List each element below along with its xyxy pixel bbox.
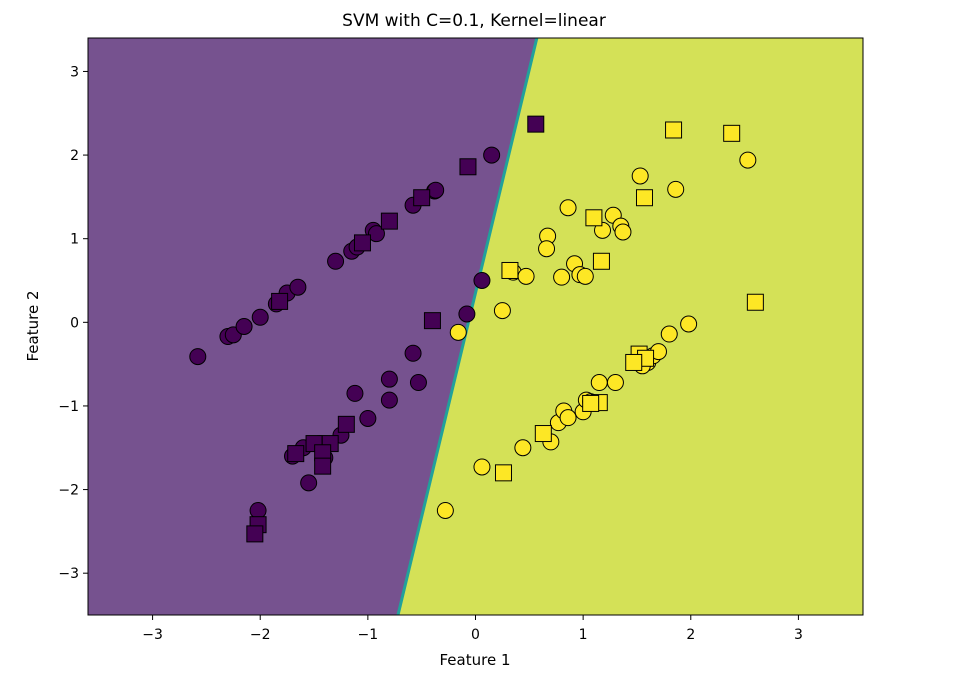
class-1-circle-point bbox=[576, 267, 594, 285]
class-1-circle-point bbox=[739, 151, 757, 169]
class-1-region bbox=[398, 38, 863, 615]
class-1-square-point bbox=[494, 464, 512, 482]
class-1-circle-point bbox=[517, 267, 535, 285]
class-0-square-point bbox=[413, 189, 431, 207]
class-1-circle-point bbox=[667, 180, 685, 198]
class-0-circle-point bbox=[289, 278, 307, 296]
chart-title: SVM with C=0.1, Kernel=linear bbox=[342, 11, 606, 31]
class-0-circle-point bbox=[346, 384, 364, 402]
class-1-circle-point bbox=[449, 323, 467, 341]
class-0-circle-point bbox=[249, 501, 267, 519]
class-0-square-point bbox=[314, 457, 332, 475]
y-tick-label: 1 bbox=[70, 232, 79, 248]
y-tick-label: −3 bbox=[58, 566, 79, 582]
y-axis-label: Feature 2 bbox=[24, 291, 42, 362]
class-1-circle-point bbox=[680, 315, 698, 333]
class-1-circle-point bbox=[590, 374, 608, 392]
x-tick-label: −2 bbox=[250, 627, 271, 643]
class-0-square-point bbox=[459, 158, 477, 176]
class-0-region bbox=[88, 38, 537, 615]
class-1-square-point bbox=[585, 209, 603, 227]
class-1-square-point bbox=[625, 353, 643, 371]
class-0-square-point bbox=[271, 292, 289, 310]
y-tick-label: −1 bbox=[58, 399, 79, 415]
class-1-square-point bbox=[723, 124, 741, 142]
class-0-circle-point bbox=[404, 344, 422, 362]
class-0-circle-point bbox=[300, 474, 318, 492]
class-0-circle-point bbox=[409, 374, 427, 392]
x-tick-label: 3 bbox=[794, 627, 803, 643]
class-1-circle-point bbox=[493, 302, 511, 320]
class-1-circle-point bbox=[606, 374, 624, 392]
class-1-circle-point bbox=[553, 268, 571, 286]
class-0-circle-point bbox=[251, 308, 269, 326]
class-1-square-point bbox=[592, 252, 610, 270]
decision-boundary-line bbox=[396, 38, 539, 615]
class-0-square-point bbox=[527, 115, 545, 133]
class-1-circle-point bbox=[631, 167, 649, 185]
class-0-square-point bbox=[380, 212, 398, 230]
class-0-square-point bbox=[353, 234, 371, 252]
class-0-circle-point bbox=[458, 305, 476, 323]
class-1-square-point bbox=[665, 121, 683, 139]
decision-regions bbox=[88, 38, 863, 615]
class-0-circle-point bbox=[380, 391, 398, 409]
y-tick-label: 3 bbox=[70, 64, 79, 80]
class-1-circle-point bbox=[514, 439, 532, 457]
class-1-circle-point bbox=[614, 223, 632, 241]
x-tick-label: −3 bbox=[142, 627, 163, 643]
x-tick-label: 1 bbox=[579, 627, 588, 643]
x-tick-label: 0 bbox=[471, 627, 480, 643]
x-tick-label: 2 bbox=[686, 627, 695, 643]
x-axis: −3 −2 −1 0 1 2 3 bbox=[142, 615, 803, 643]
y-tick-label: −2 bbox=[58, 483, 79, 499]
class-0-circle-point bbox=[367, 225, 385, 243]
class-0-circle-point bbox=[359, 409, 377, 427]
class-0-square-point bbox=[337, 415, 355, 433]
class-1-circle-point bbox=[473, 458, 491, 476]
class-1-square-point bbox=[635, 189, 653, 207]
class-0-circle-point bbox=[380, 370, 398, 388]
class-1-square-point bbox=[501, 261, 519, 279]
class-0-circle-point bbox=[189, 348, 207, 366]
class-0-circle-point bbox=[327, 252, 345, 270]
x-tick-label: −1 bbox=[358, 627, 379, 643]
class-1-circle-point bbox=[559, 409, 577, 427]
class-0-square-point bbox=[423, 312, 441, 330]
class-1-circle-point bbox=[538, 240, 556, 258]
y-axis: −3 −2 −1 0 1 2 3 bbox=[58, 64, 88, 582]
class-1-circle-point bbox=[436, 501, 454, 519]
class-0-circle-point bbox=[473, 272, 491, 290]
class-1-circle-point bbox=[594, 221, 612, 239]
class-0-square-point bbox=[287, 445, 305, 463]
class-0-circle-point bbox=[235, 318, 253, 335]
x-axis-label: Feature 1 bbox=[440, 651, 511, 669]
class-1-square-point bbox=[582, 394, 600, 412]
class-0-square-point bbox=[246, 525, 264, 543]
y-tick-label: 0 bbox=[70, 315, 79, 331]
class-1-circle-point bbox=[559, 199, 577, 217]
class-1-square-point bbox=[746, 293, 764, 311]
class-0-circle-point bbox=[483, 146, 501, 164]
y-tick-label: 2 bbox=[70, 148, 79, 164]
class-1-circle-point bbox=[660, 325, 678, 343]
class-1-square-point bbox=[534, 425, 552, 443]
data-points bbox=[189, 115, 764, 543]
